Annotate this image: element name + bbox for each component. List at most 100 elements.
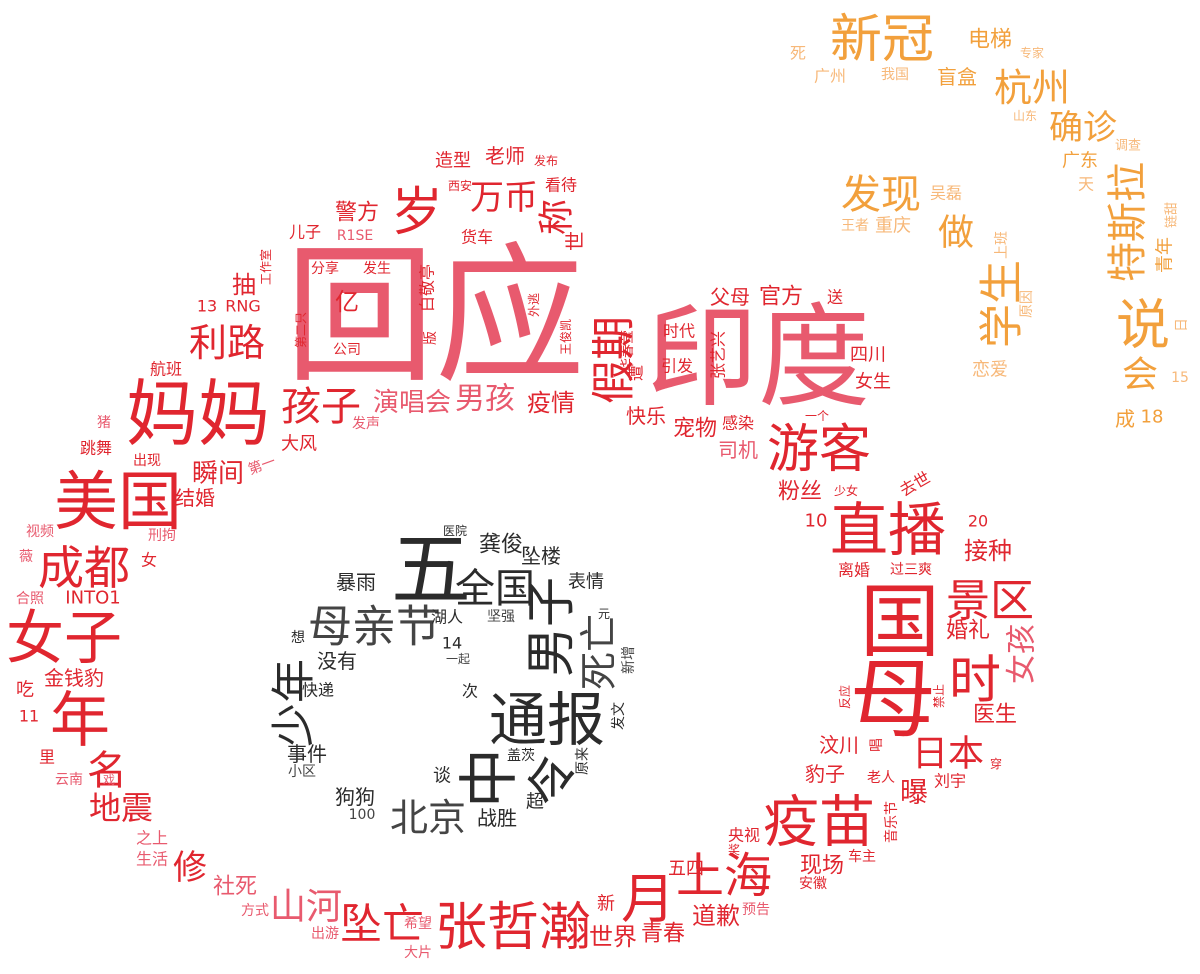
word-47: 道歉 [692,902,740,930]
word-48: 月 [621,868,675,931]
word-83: 豹子 [805,762,845,786]
word-102: 11 [19,707,39,726]
word-12: 天 [1078,175,1094,194]
word-160: 奖 [728,843,740,857]
word-111: 结婚 [175,486,215,510]
word-189: 盖茨 [507,748,535,764]
word-71: 司机 [718,438,758,462]
word-6: 盲盒 [937,65,977,89]
word-34: 美国 [54,466,182,540]
word-38: 名 [87,748,127,794]
word-58: 景区 [946,576,1034,627]
word-151: 华春莹 [620,330,636,372]
word-137: 警方 [335,201,379,226]
word-63: 游客 [767,420,871,480]
word-36: 女子 [6,604,122,672]
word-14: 链甜 [1164,202,1180,228]
word-94: 大片 [404,945,432,961]
word-154: 一个 [805,409,829,423]
word-188: 小区 [288,764,316,780]
word-117: 猪 [97,415,111,431]
word-118: 发声 [352,416,380,432]
word-45: 世界 [589,923,637,951]
word-139: 造型 [435,151,471,172]
word-185: 次 [462,682,478,701]
word-30: 18 [1141,407,1164,428]
word-191: 谈 [433,766,451,787]
word-179: 14 [442,634,462,653]
word-16: 日 [1174,318,1190,332]
word-123: 疫情 [527,389,575,417]
word-56: 国 [860,576,940,669]
word-166: 通报 [489,686,605,754]
word-121: 演唱会 [373,388,451,418]
word-72: 快乐 [626,404,666,428]
word-2: 专家 [1020,45,1044,60]
word-190: 原来 [575,747,591,775]
word-62: 直播 [830,496,946,564]
word-147: 白敬亭 [418,264,437,312]
word-61: 接种 [964,537,1012,565]
word-29: 成 [1115,407,1135,431]
word-1: 电梯 [968,28,1012,53]
word-106: INTO1 [65,588,120,609]
word-186: 发文 [611,702,627,730]
word-20: 重庆 [875,216,911,237]
word-41: 社死 [213,875,257,900]
word-159: 穿 [990,756,1002,771]
word-163: 母亲节 [308,602,440,653]
word-39: 地震 [89,789,153,827]
word-92: 新 [597,894,615,915]
word-5: 我国 [881,67,909,83]
word-101: 里 [39,748,55,767]
word-158: 唱 [869,738,885,752]
word-66: 官方 [759,285,803,310]
word-86: 音乐节 [883,801,900,843]
word-81: 过三爽 [890,562,932,578]
word-79: 20 [968,512,988,531]
word-171: 龚俊 [479,533,523,558]
word-112: 瞬间 [192,459,244,489]
word-119: 航班 [150,360,182,379]
word-22: 上班 [994,231,1010,259]
word-110: 刑拘 [148,528,176,544]
word-52: 日本 [912,734,984,775]
word-99: 云南 [55,772,83,788]
word-152: 遭 [627,365,646,381]
word-127: 抽 [232,271,256,299]
word-96: 方式 [241,903,269,919]
word-124: 利路 [189,321,265,365]
word-175: 表情 [568,572,604,593]
word-150: 王俊凯 [558,319,573,355]
word-142: 西安 [448,178,472,193]
word-104: 金钱豹 [44,666,104,690]
word-42: 山河 [270,887,342,928]
word-11: 广东 [1062,151,1098,172]
word-60: 婚礼 [946,619,990,644]
word-113: 出现 [133,453,161,469]
word-130: R1SE [337,228,373,244]
word-133: 亿 [335,288,359,316]
word-54: 医生 [973,703,1017,728]
word-178: 元 [598,607,610,621]
word-122: 男孩 [455,382,515,417]
word-164: 男子 [522,577,580,677]
word-105: 合照 [16,591,44,607]
word-183: 快递 [302,681,334,700]
word-126: RNG [225,297,260,316]
word-120: 孩子 [281,384,361,430]
word-91: 五四 [668,859,704,880]
word-37: 年 [50,686,110,756]
word-140: 老师 [485,144,525,168]
word-19: 王者 [841,218,869,234]
word-136: 岁 [391,183,443,243]
word-128: 工作室 [258,249,273,285]
word-93: 希望 [404,916,432,932]
word-143: 看待 [545,176,577,195]
word-43: 坠亡 [340,900,424,949]
word-89: 安徽 [799,876,827,892]
word-49: 上海 [676,848,772,904]
word-103: 吃 [16,680,34,701]
word-9: 确诊 [1049,108,1117,148]
